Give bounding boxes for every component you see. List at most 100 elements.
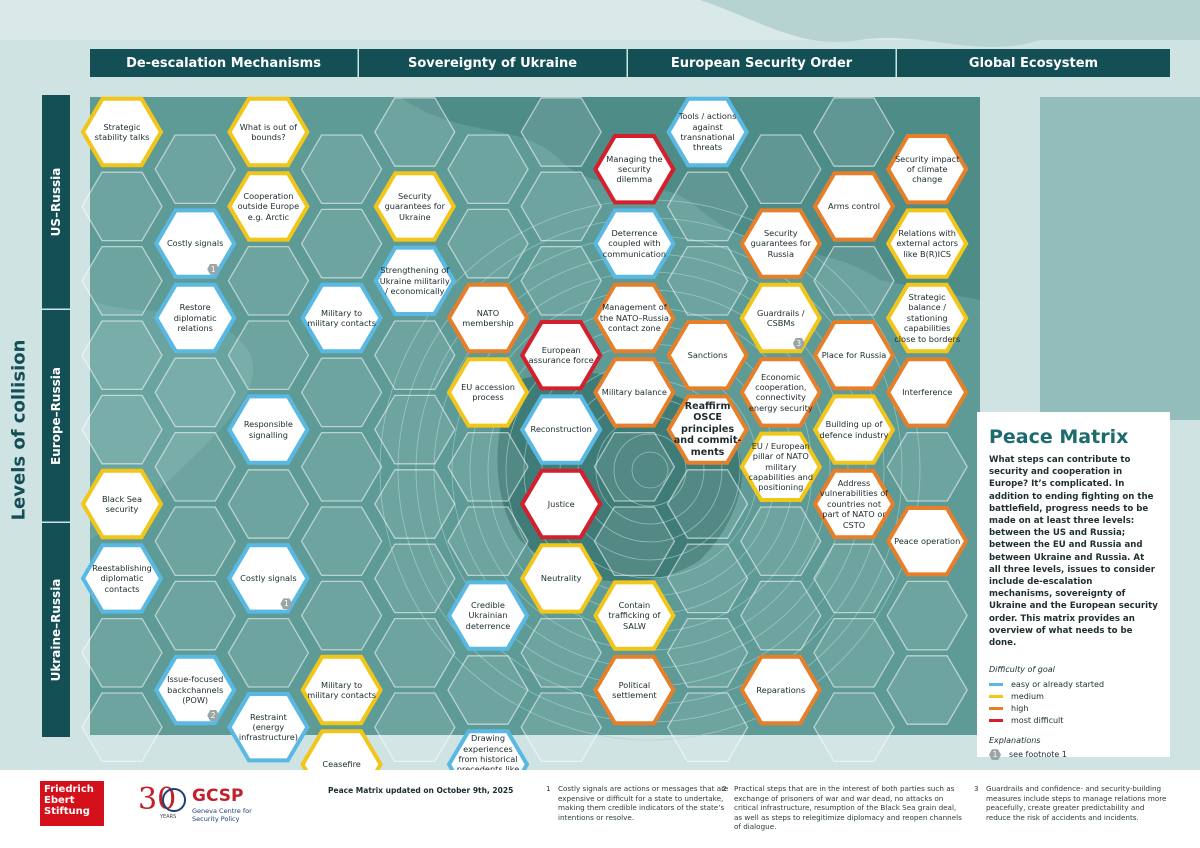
legend-line-icon xyxy=(989,682,1003,686)
hex-high[interactable] xyxy=(885,506,969,577)
hex-label: Political settlement xyxy=(612,679,657,700)
hex-label: Black Sea security xyxy=(101,493,142,514)
footnote-badge-icon: 1 xyxy=(207,263,220,275)
hex-label: Costly signals xyxy=(166,238,224,249)
grid-hex xyxy=(813,617,895,688)
hex-label: Credible Ukrainian deterrence xyxy=(465,599,511,631)
hex-easy[interactable] xyxy=(300,282,383,354)
hex-high[interactable] xyxy=(812,320,896,391)
hex-medium[interactable] xyxy=(80,468,164,540)
hex-easy[interactable] xyxy=(519,394,603,465)
hex-easy[interactable] xyxy=(227,692,310,763)
hex-label: Economic cooperation, connectivity energ… xyxy=(748,371,813,413)
grid-hex xyxy=(520,692,602,763)
hex-medium[interactable] xyxy=(227,171,310,242)
panel-title: Peace Matrix xyxy=(989,426,1129,448)
footnote-legend: 1 see footnote 1 xyxy=(989,749,1158,761)
grid-hex xyxy=(666,692,749,763)
hex-label: Relations with external actors like B(R)… xyxy=(896,227,959,259)
hex-label: Cooperation outside Europe e.g. Arctic xyxy=(237,190,300,222)
hex-medium[interactable] xyxy=(227,96,310,168)
hex-easy[interactable] xyxy=(153,654,237,726)
grid-hex xyxy=(227,320,310,391)
hex-high[interactable] xyxy=(812,468,896,540)
column-header-european-security: European Security Order xyxy=(628,49,896,77)
hex-medium[interactable] xyxy=(885,208,969,279)
hex-label: Interference xyxy=(902,387,953,398)
hex-label: EU / European pillar of NATO military ca… xyxy=(748,440,814,493)
hex-high[interactable] xyxy=(739,654,823,726)
hex-label: Address vulnerabilities of countries not… xyxy=(819,477,889,530)
column-header-sovereignty: Sovereignty of Ukraine xyxy=(359,49,627,77)
footnote-1: 1 Costly signals are actions or messages … xyxy=(546,784,729,822)
hex-label: Restraint (energy infrastructure) xyxy=(238,711,298,743)
hex-label: Military balance xyxy=(601,387,667,398)
footnote-3: 3 Guardrails and confidence- and security… xyxy=(974,784,1167,822)
hex-medium[interactable] xyxy=(373,171,457,242)
hex-label: Security impact of climate change xyxy=(894,153,960,185)
hex-medium[interactable] xyxy=(519,543,603,614)
hex-easy[interactable] xyxy=(593,208,676,279)
hex-easy[interactable] xyxy=(80,543,164,614)
column-header-de-escalation: De-escalation Mechanisms xyxy=(90,49,358,77)
hex-high[interactable] xyxy=(739,208,823,279)
hex-high[interactable] xyxy=(885,134,969,205)
hex-easy[interactable] xyxy=(227,394,310,465)
hex-high[interactable] xyxy=(446,282,530,354)
hex-label: Managing the security dilemma xyxy=(606,153,663,185)
hex-easy[interactable] xyxy=(153,208,237,279)
hex-medium[interactable] xyxy=(885,282,969,354)
grid-hex xyxy=(300,580,383,651)
grid-hex xyxy=(81,617,163,688)
grid-hex xyxy=(300,357,383,428)
footnote-2: 2 Practical steps that are in the interes… xyxy=(722,784,962,832)
hex-medium[interactable] xyxy=(446,357,530,428)
hex-medium[interactable] xyxy=(300,729,383,770)
hex-medium[interactable] xyxy=(739,282,823,354)
column-header-global-ecosystem: Global Ecosystem xyxy=(897,49,1170,77)
hex-medium[interactable] xyxy=(300,654,383,726)
hex-most[interactable] xyxy=(519,468,603,540)
hex-easy[interactable] xyxy=(666,96,749,168)
hex-high[interactable] xyxy=(739,357,823,428)
hex-medium[interactable] xyxy=(812,394,896,465)
info-panel: Peace Matrix What steps can contribute t… xyxy=(977,412,1170,761)
gcsp-logo: 30 YEARS GCSP Geneva Centre for Security… xyxy=(138,782,252,823)
grid-hex xyxy=(374,97,456,167)
hex-easy[interactable] xyxy=(227,543,310,614)
hex-high[interactable] xyxy=(593,654,676,726)
hex-label: Military to military contacts xyxy=(307,307,376,328)
explanations-title: Explanations xyxy=(989,736,1041,746)
hex-label: Neutrality xyxy=(540,573,582,584)
hex-label: Strengthening of Ukraine militarily / ec… xyxy=(379,265,450,296)
hex-high[interactable] xyxy=(885,357,969,428)
hex-high[interactable] xyxy=(593,357,676,428)
hex-easy[interactable] xyxy=(373,245,457,316)
hex-label: Building up of defence industry xyxy=(819,419,889,440)
grid-hex xyxy=(593,431,676,502)
hex-label: Reconstruction xyxy=(530,424,592,435)
grid-hex xyxy=(520,245,602,316)
updated-note: Peace Matrix updated on October 9th, 202… xyxy=(328,786,514,795)
hex-label: Reestablishing diplomatic contacts xyxy=(92,562,152,594)
grid-hex xyxy=(300,506,383,577)
hex-label: Issue-focused backchannels (POW) xyxy=(167,674,224,706)
hex-label: Justice xyxy=(547,498,575,509)
hex-most[interactable] xyxy=(519,320,603,391)
hex-medium[interactable] xyxy=(593,580,676,651)
hex-medium[interactable] xyxy=(739,431,823,502)
hex-high[interactable] xyxy=(812,171,896,242)
hex-high[interactable] xyxy=(666,394,749,465)
hex-easy[interactable] xyxy=(446,580,530,651)
hex-high[interactable] xyxy=(666,320,749,391)
hex-easy[interactable] xyxy=(153,282,237,354)
legend-item-high: high xyxy=(989,702,1158,714)
hex-easy[interactable] xyxy=(446,729,530,770)
hex-medium[interactable] xyxy=(80,96,164,168)
grid-hex xyxy=(740,134,822,205)
hex-high[interactable] xyxy=(593,282,676,354)
hex-label: Tools / actions against transnational th… xyxy=(678,111,737,153)
hex-label: Ceasefire xyxy=(322,759,361,770)
legend-item-most-difficult: most difficult xyxy=(989,714,1158,726)
hex-most[interactable] xyxy=(593,134,676,205)
